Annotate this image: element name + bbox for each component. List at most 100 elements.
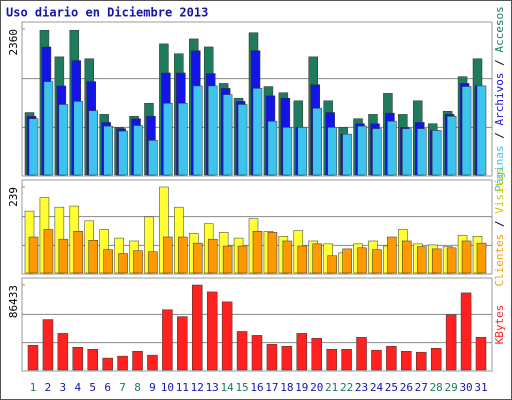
bar <box>177 316 188 371</box>
legend-entry: Archivos <box>493 73 506 126</box>
bar <box>103 125 113 176</box>
legend-separator: / <box>493 53 506 73</box>
bar <box>237 104 248 176</box>
bar <box>206 291 218 371</box>
legend-entry: KBytes <box>493 305 506 345</box>
bar <box>163 236 173 274</box>
bar <box>88 110 98 176</box>
bar <box>207 238 218 274</box>
x-tick-label: 13 <box>206 381 219 394</box>
bar <box>252 88 263 176</box>
bar <box>357 125 367 176</box>
chart-title: Uso diario en Diciembre 2013 <box>6 6 208 20</box>
bar <box>372 128 382 176</box>
bar <box>148 140 158 176</box>
bar <box>58 238 69 274</box>
bar <box>236 331 248 371</box>
bar <box>476 85 487 176</box>
x-tick-label: 27 <box>415 381 428 394</box>
x-tick-label: 2 <box>45 381 52 394</box>
x-tick-label: 24 <box>370 381 384 394</box>
bar <box>222 245 233 274</box>
legend-separator: / <box>493 214 506 234</box>
x-tick-label: 30 <box>459 381 472 394</box>
legend-entry: Clientes <box>493 234 506 287</box>
bar <box>431 248 442 274</box>
bar <box>43 229 54 274</box>
bar <box>372 249 382 274</box>
legend-separator: / <box>493 125 506 145</box>
bar <box>296 333 308 371</box>
x-tick-label: 16 <box>250 381 263 394</box>
bar <box>312 243 322 274</box>
legend: Páginas / Archivos / Accesos <box>493 6 506 191</box>
bar <box>193 242 203 274</box>
bar <box>327 255 337 274</box>
legend: KBytes <box>493 305 506 345</box>
bar <box>267 232 278 274</box>
bar <box>417 128 427 176</box>
bar <box>192 284 203 371</box>
bar <box>402 128 412 176</box>
x-tick-label: 23 <box>355 381 368 394</box>
x-tick-label: 14 <box>221 381 235 394</box>
x-tick-label: 8 <box>134 381 141 394</box>
bar <box>27 345 39 371</box>
bar <box>326 348 337 371</box>
bar <box>88 240 98 274</box>
bar <box>103 249 113 274</box>
bar <box>28 236 39 274</box>
bar <box>57 333 69 371</box>
legend-entry: Visitas <box>493 167 506 213</box>
x-tick-label: 19 <box>295 381 308 394</box>
bar <box>87 348 98 371</box>
y-tick-label: 2360 <box>7 29 20 56</box>
bar <box>312 107 322 176</box>
bar <box>357 247 367 274</box>
bar <box>133 250 143 274</box>
legend-entry: Accesos <box>493 6 506 52</box>
bar <box>445 314 457 371</box>
y-tick-label: 86433 <box>7 285 20 318</box>
x-tick-label: 31 <box>474 381 487 394</box>
bar <box>102 357 113 371</box>
bar <box>252 231 263 274</box>
bar <box>475 337 487 371</box>
x-tick-label: 6 <box>104 381 111 394</box>
bar <box>266 344 278 371</box>
bar <box>356 337 367 371</box>
x-tick-label: 26 <box>400 381 413 394</box>
bar <box>72 347 84 371</box>
x-tick-label: 18 <box>280 381 293 394</box>
x-tick-label: 25 <box>385 381 398 394</box>
bar <box>178 236 188 274</box>
bar <box>402 240 412 274</box>
bar <box>342 133 352 176</box>
bar <box>387 120 397 176</box>
bar <box>386 346 397 371</box>
x-tick-label: 28 <box>430 381 443 394</box>
x-tick-label: 21 <box>325 381 338 394</box>
x-tick-label: 9 <box>149 381 156 394</box>
bar <box>371 349 382 371</box>
bar <box>327 127 337 176</box>
legend: Clientes / Visitas <box>493 167 506 286</box>
bar <box>431 130 442 176</box>
bar <box>297 127 308 176</box>
x-tick-label: 29 <box>445 381 458 394</box>
bar <box>117 355 128 371</box>
bar <box>282 240 293 274</box>
bar <box>163 102 173 176</box>
x-tick-label: 11 <box>176 381 189 394</box>
x-tick-label: 3 <box>60 381 67 394</box>
bar <box>148 251 158 274</box>
x-tick-label: 22 <box>340 381 353 394</box>
x-tick-label: 1 <box>30 381 37 394</box>
bar <box>446 115 457 176</box>
bar <box>147 354 158 371</box>
bar <box>311 338 322 371</box>
bar <box>221 301 233 371</box>
bar <box>73 101 84 176</box>
bar <box>282 127 293 176</box>
bar <box>417 246 427 274</box>
